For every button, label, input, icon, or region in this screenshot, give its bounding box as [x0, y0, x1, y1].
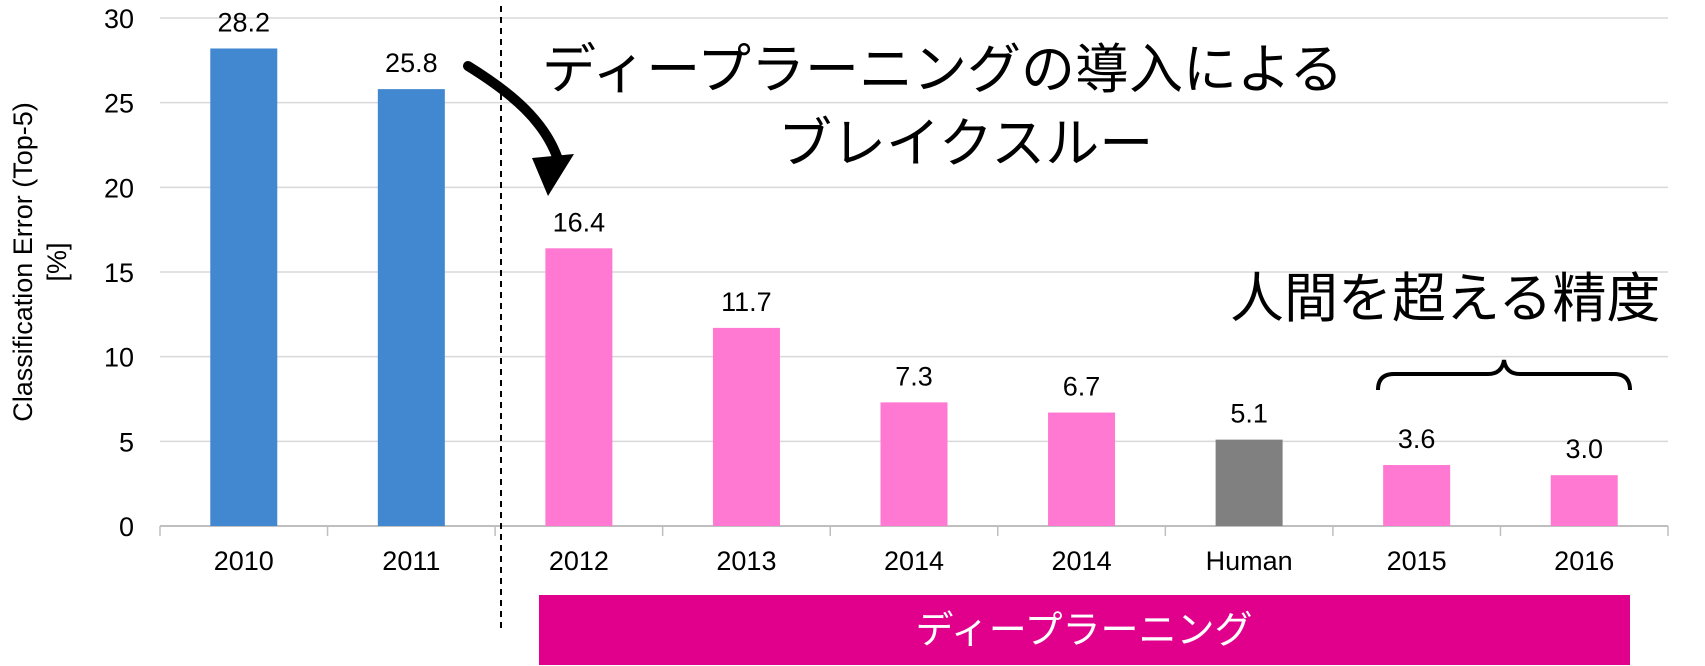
y-tick-label: 25 — [104, 89, 134, 119]
y-tick-label: 20 — [104, 173, 134, 203]
x-tick-label: 2013 — [716, 546, 776, 576]
bar — [545, 248, 613, 526]
y-axis-title-line1: Classification Error (Top-5) — [8, 102, 38, 422]
bar — [1550, 475, 1618, 526]
x-tick-labels: 2010 2011 2012 2013 2014 2014 Human 2015 2016 — [214, 546, 1615, 576]
x-tick-label: 2011 — [382, 546, 440, 576]
bar — [1383, 465, 1451, 526]
surpass-human-label: 人間を超える精度 — [1230, 267, 1660, 330]
y-tick-label: 30 — [104, 4, 134, 34]
bar — [210, 48, 278, 526]
y-axis-title-line2: [%] — [42, 242, 72, 281]
y-tick-label: 5 — [119, 427, 134, 457]
x-tick-label: 2015 — [1387, 546, 1447, 576]
deep-learning-band — [539, 595, 1630, 665]
bars — [210, 48, 1618, 527]
data-label: 3.0 — [1565, 434, 1603, 464]
data-label: 11.7 — [721, 287, 772, 317]
value-labels: 28.2 25.8 16.4 11.7 7.3 6.7 5.1 3.6 3.0 — [217, 7, 1602, 464]
x-tick-label: 2014 — [1052, 546, 1112, 576]
x-tick-label: Human — [1206, 546, 1293, 576]
data-label: 3.6 — [1398, 424, 1436, 454]
bar — [712, 327, 780, 526]
data-label: 5.1 — [1230, 399, 1268, 429]
data-label: 6.7 — [1063, 372, 1101, 402]
bar — [1215, 439, 1283, 526]
brace-icon — [1376, 359, 1632, 391]
y-tick-label: 15 — [104, 258, 134, 288]
x-tick-label: 2010 — [214, 546, 274, 576]
breakthrough-label-line1: ディープラーニングの導入による — [542, 38, 1343, 101]
x-tick-label: 2014 — [884, 546, 944, 576]
x-tick-label: 2012 — [549, 546, 609, 576]
data-label: 16.4 — [553, 207, 606, 237]
x-tick-label: 2016 — [1554, 546, 1614, 576]
bar — [880, 402, 948, 526]
bar — [377, 89, 445, 527]
breakthrough-label-line2: ブレイクスルー — [778, 112, 1153, 175]
data-label: 7.3 — [895, 361, 933, 391]
y-tick-label: 0 — [119, 512, 134, 542]
y-axis-title: Classification Error (Top-5) [%] — [8, 102, 72, 422]
data-label: 25.8 — [385, 48, 438, 78]
arrow-icon — [463, 61, 574, 196]
bar — [1048, 412, 1116, 526]
y-tick-labels: 0 5 10 15 20 25 30 — [104, 4, 134, 542]
data-label: 28.2 — [217, 7, 270, 37]
deep-learning-band-label: ディープラーニング — [915, 608, 1252, 652]
y-tick-label: 10 — [104, 343, 134, 373]
